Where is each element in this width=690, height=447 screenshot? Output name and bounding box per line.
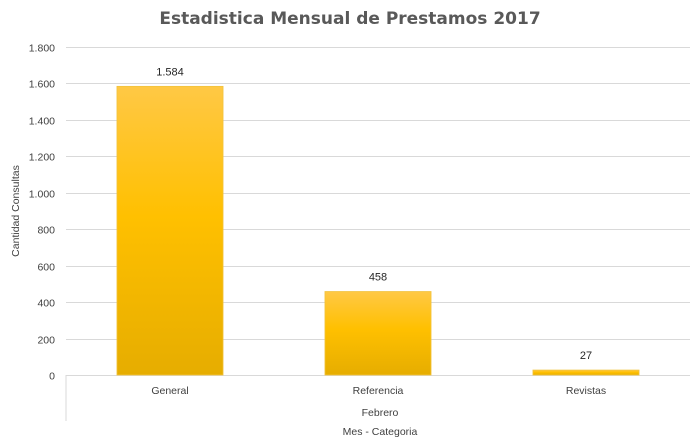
data-label-referencia: 458	[369, 272, 387, 284]
bar-referencia	[324, 291, 432, 376]
x-tick-label: General	[151, 385, 188, 397]
y-tick-label: 1.400	[29, 116, 55, 128]
x-axis-ticks: General Referencia Revistas	[151, 385, 606, 397]
bars: 1.584 458 27	[116, 66, 640, 376]
y-tick-label: 1.200	[29, 152, 55, 164]
y-tick-label: 1.000	[29, 189, 55, 201]
data-label-general: 1.584	[156, 66, 184, 78]
y-tick-label: 0	[49, 371, 55, 383]
y-tick-label: 1.600	[29, 79, 55, 91]
y-tick-label: 200	[37, 335, 55, 347]
y-axis-ticks: 0 200 400 600 800 1.000 1.200 1.400 1.600 1.800	[29, 43, 55, 383]
y-axis-label: Cantidad Consultas	[10, 165, 22, 257]
data-label-revistas: 27	[580, 350, 592, 362]
x-tick-label: Referencia	[353, 385, 404, 397]
bar-general	[116, 85, 224, 376]
y-tick-label: 600	[37, 262, 55, 274]
x-axis-group-label: Febrero	[362, 407, 399, 419]
y-tick-label: 400	[37, 298, 55, 310]
bar-revistas	[532, 369, 640, 376]
x-tick-label: Revistas	[566, 385, 606, 397]
chart-title: Estadistica Mensual de Prestamos 2017	[159, 9, 540, 29]
y-tick-label: 1.800	[29, 43, 55, 55]
y-tick-label: 800	[37, 225, 55, 237]
x-axis-label: Mes - Categoria	[343, 426, 418, 438]
